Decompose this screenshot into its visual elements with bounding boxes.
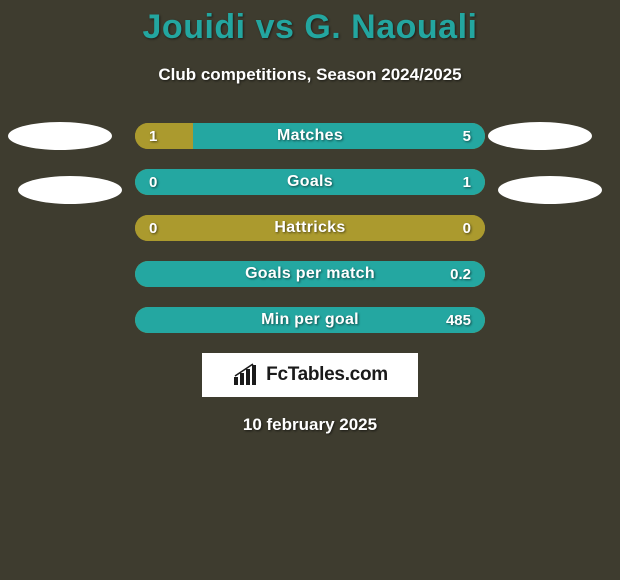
stat-value-right: 5	[463, 123, 471, 149]
player-placeholder	[488, 122, 592, 150]
stat-bar: Min per goal485	[135, 307, 485, 333]
stat-value-left: 0	[149, 215, 157, 241]
stat-label: Matches	[135, 123, 485, 149]
stat-value-left: 0	[149, 169, 157, 195]
stats-column: Matches15Goals01Hattricks00Goals per mat…	[135, 123, 485, 333]
stat-value-right: 1	[463, 169, 471, 195]
stat-bar: Goals per match0.2	[135, 261, 485, 287]
content-area: Matches15Goals01Hattricks00Goals per mat…	[0, 123, 620, 435]
page-subtitle: Club competitions, Season 2024/2025	[0, 65, 620, 85]
player-placeholder	[8, 122, 112, 150]
stat-label: Goals per match	[135, 261, 485, 287]
logo-inner: FcTables.com	[232, 363, 388, 387]
player-placeholder	[498, 176, 602, 204]
footer-date: 10 february 2025	[0, 415, 620, 435]
player-placeholder	[18, 176, 122, 204]
logo-text: FcTables.com	[266, 364, 388, 386]
stat-bar: Goals0 1	[135, 169, 485, 195]
stat-label: Hattricks	[135, 215, 485, 241]
stat-bar: Matches1 5	[135, 123, 485, 149]
page-title: Jouidi vs G. Naouali	[0, 8, 620, 47]
stat-bar: Hattricks0 0	[135, 215, 485, 241]
bars-icon	[232, 363, 260, 387]
source-logo: FcTables.com	[202, 353, 418, 397]
stat-value-right: 0	[463, 215, 471, 241]
stat-value-right: 485	[446, 307, 471, 333]
stat-label: Goals	[135, 169, 485, 195]
stat-value-left: 1	[149, 123, 157, 149]
stat-value-right: 0.2	[450, 261, 471, 287]
stat-label: Min per goal	[135, 307, 485, 333]
comparison-card: Jouidi vs G. Naouali Club competitions, …	[0, 0, 620, 580]
